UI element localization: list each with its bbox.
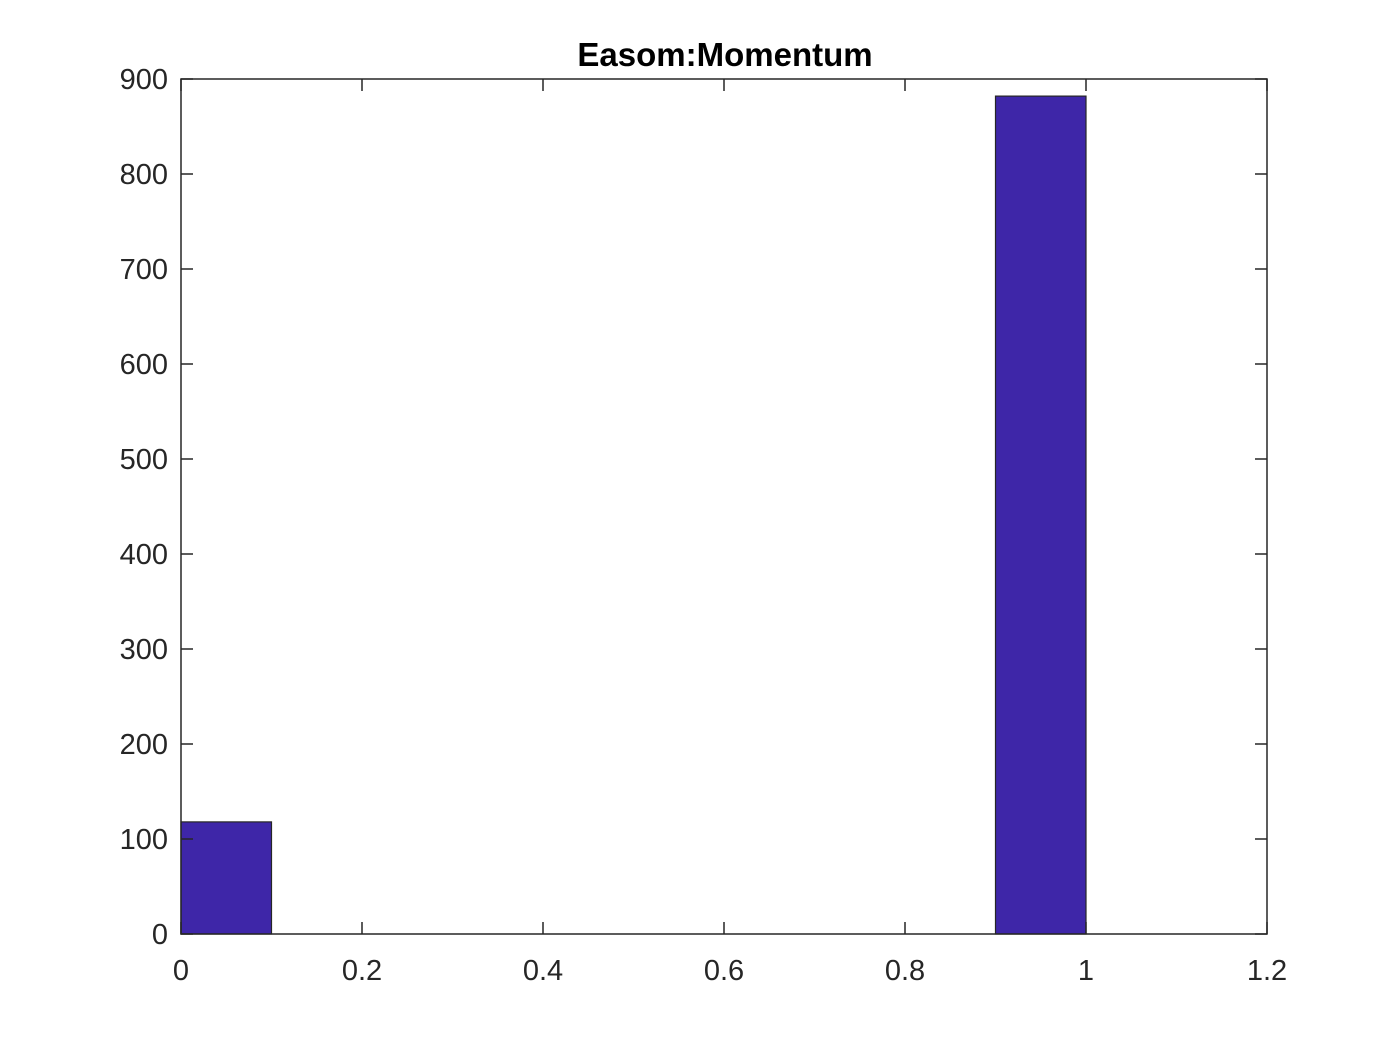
y-tick-label: 800 — [120, 159, 168, 191]
y-tick-label: 400 — [120, 539, 168, 571]
y-tick-label: 900 — [120, 64, 168, 96]
y-tick-label: 200 — [120, 729, 168, 761]
y-tick-label: 700 — [120, 254, 168, 286]
x-tick-label: 1 — [1078, 955, 1094, 987]
x-tick-labels: 0 0.2 0.4 0.6 0.8 1 1.2 — [173, 955, 1287, 987]
x-tick-label: 0.2 — [342, 955, 382, 987]
y-tick-label: 500 — [120, 444, 168, 476]
x-tick-label: 0.8 — [885, 955, 925, 987]
ticks-group — [180, 78, 1268, 935]
chart-title: Easom:Momentum — [577, 36, 872, 73]
y-tick-label: 600 — [120, 349, 168, 381]
y-tick-label: 300 — [120, 634, 168, 666]
histogram-bar-0 — [180, 821, 273, 935]
axes-box — [180, 78, 1268, 935]
x-tick-label: 0.6 — [704, 955, 744, 987]
bars-group — [180, 95, 1087, 935]
histogram-bar-9 — [994, 95, 1087, 935]
y-tick-label: 100 — [120, 824, 168, 856]
x-tick-label: 0.4 — [523, 955, 563, 987]
y-tick-label: 0 — [152, 919, 168, 951]
y-tick-labels: 0 100 200 300 400 500 600 700 800 900 — [120, 64, 168, 951]
x-tick-label: 0 — [173, 955, 189, 987]
x-tick-label: 1.2 — [1247, 955, 1287, 987]
